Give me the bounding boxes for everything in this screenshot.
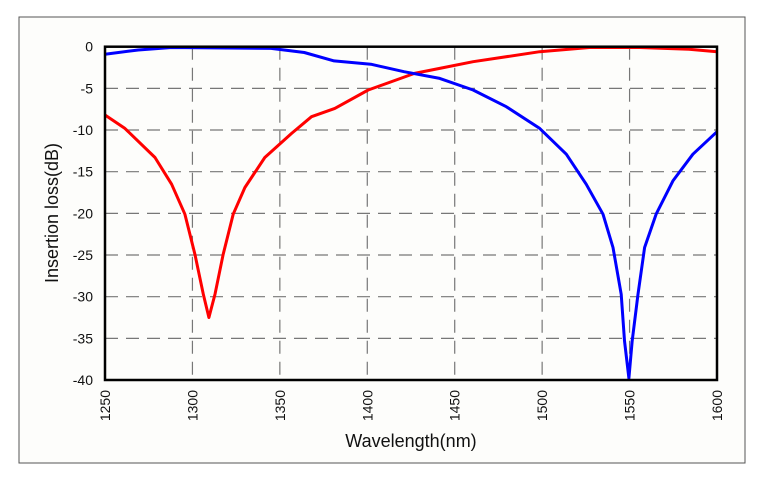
x-tick-label: 1250 <box>97 390 113 421</box>
y-tick-label: -40 <box>73 372 93 388</box>
y-tick-label: 0 <box>85 39 93 55</box>
x-tick-label: 1500 <box>534 390 550 421</box>
series-line-2 <box>104 46 719 380</box>
x-tick-label: 1450 <box>447 390 463 421</box>
x-tick-label: 1400 <box>359 390 375 421</box>
y-tick-labels: 0 -5 -10 -15 -20 -25 -30 -35 -40 <box>73 39 93 388</box>
x-axis-label: Wavelength(nm) <box>345 431 476 451</box>
y-tick-label: -30 <box>73 289 93 305</box>
series-lines <box>104 46 719 380</box>
y-axis-label: Insertion loss(dB) <box>42 143 62 283</box>
plot-area-border <box>103 45 719 382</box>
y-tick-label: -25 <box>73 247 93 263</box>
x-tick-label: 1600 <box>709 390 725 421</box>
x-tick-label: 1300 <box>184 390 200 421</box>
x-tick-label: 1550 <box>622 390 638 421</box>
y-tick-label: -15 <box>73 164 93 180</box>
x-tick-labels: 1250 1300 1350 1400 1450 1500 1550 1600 <box>97 390 725 421</box>
x-tick-label: 1350 <box>272 390 288 421</box>
figure-frame <box>18 16 746 464</box>
y-tick-label: -35 <box>73 330 93 346</box>
y-tick-label: -5 <box>81 80 94 96</box>
y-tick-label: -10 <box>73 122 93 138</box>
y-tick-label: -20 <box>73 205 93 221</box>
series-line-1 <box>104 46 718 319</box>
